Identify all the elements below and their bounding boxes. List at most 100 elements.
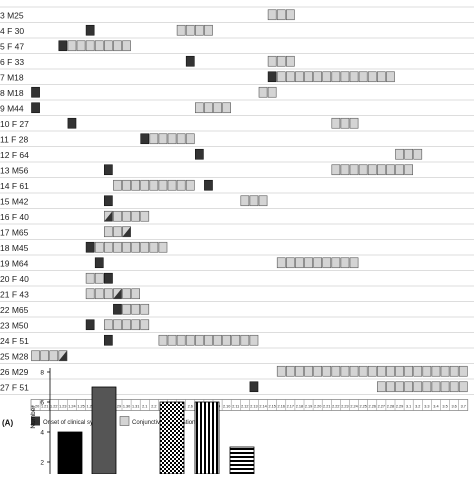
congestion-cell — [185, 179, 195, 191]
congestion-cell — [131, 319, 141, 331]
congestion-cell — [267, 86, 277, 98]
congestion-cell — [204, 24, 213, 36]
date-tick-label: 2.16 — [278, 405, 285, 409]
timeline-chart: 3 M25 4 F 30 5 F 47 6 F 33 7 M18 8 M18 9 M44 10… — [0, 6, 474, 411]
congestion-cell — [376, 381, 386, 393]
congestion-cell — [331, 117, 341, 129]
congestion-cell — [422, 365, 432, 377]
congestion-cell — [94, 288, 104, 300]
congestion-cell — [340, 365, 350, 377]
congestion-cell — [413, 148, 423, 160]
date-tick-label: 2.20 — [314, 405, 321, 409]
congestion-cell — [267, 55, 277, 67]
congestion-cell — [404, 148, 414, 160]
congestion-cell — [122, 179, 131, 191]
congestion-cell — [176, 334, 186, 346]
patient-label: 27 F 51 — [0, 382, 29, 392]
date-tick-label: 2.15 — [268, 405, 275, 409]
patient-label: 17 M65 — [0, 227, 29, 237]
date-tick-label: 3.1 — [406, 405, 411, 409]
congestion-cell — [94, 40, 104, 52]
date-tick-label: 1.22 — [50, 405, 57, 409]
congestion-cell — [131, 210, 141, 222]
patient-label: 18 M45 — [0, 243, 29, 253]
congestion-cell — [167, 179, 177, 191]
congestion-cell — [222, 334, 232, 346]
date-tick-label: 1.21 — [41, 405, 48, 409]
onset-mark — [113, 303, 122, 315]
congestion-cell — [367, 71, 377, 83]
congestion-cell — [285, 55, 295, 67]
congestion-cell — [176, 133, 186, 145]
patient-label: 12 F 64 — [0, 150, 29, 160]
date-tick-label: 2.21 — [323, 405, 330, 409]
congestion-cell — [149, 133, 159, 145]
date-tick-label: 1.23 — [59, 405, 66, 409]
congestion-cell — [31, 350, 40, 362]
onset-mark — [31, 102, 40, 114]
onset-mark — [67, 117, 77, 129]
congestion-cell — [376, 365, 386, 377]
onset-mark — [104, 211, 113, 222]
congestion-cell — [285, 365, 295, 377]
congestion-cell — [176, 179, 186, 191]
congestion-cell — [376, 164, 386, 176]
congestion-cell — [331, 257, 341, 269]
congestion-cell — [440, 381, 450, 393]
congestion-cell — [449, 381, 459, 393]
congestion-cell — [122, 210, 131, 222]
legend-onset-label: Onset of clinical symptoms — [43, 420, 114, 426]
date-tick-label: 2.19 — [305, 405, 312, 409]
congestion-cell — [85, 288, 95, 300]
congestion-cell — [140, 241, 150, 253]
congestion-cell — [204, 102, 213, 114]
onset-mark — [195, 148, 204, 160]
congestion-cell — [267, 9, 277, 21]
congestion-cell — [395, 365, 404, 377]
congestion-cell — [195, 334, 204, 346]
date-tick-label: 1.30 — [123, 405, 130, 409]
congestion-cell — [276, 71, 286, 83]
congestion-cell — [386, 164, 395, 176]
congestion-cell — [140, 179, 150, 191]
congestion-cell — [258, 86, 268, 98]
congestion-cell — [276, 365, 286, 377]
patient-label: 19 M64 — [0, 258, 29, 268]
date-tick-label: 3.5 — [442, 405, 447, 409]
date-tick-label: 2.11 — [232, 405, 239, 409]
congestion-cell — [122, 303, 131, 315]
panel-label-a: (A) — [2, 419, 13, 428]
congestion-cell — [131, 288, 141, 300]
congestion-cell — [295, 71, 304, 83]
patient-label: 24 F 51 — [0, 336, 29, 346]
congestion-cell — [231, 334, 241, 346]
congestion-cell — [213, 334, 222, 346]
congestion-cell — [331, 365, 341, 377]
date-tick-label: 2.1 — [142, 405, 147, 409]
congestion-cell — [276, 9, 286, 21]
congestion-cell — [131, 241, 141, 253]
congestion-cell — [422, 381, 432, 393]
date-tick-label: 2.28 — [387, 405, 394, 409]
congestion-cell — [440, 365, 450, 377]
congestion-cell — [149, 179, 159, 191]
congestion-cell — [240, 195, 250, 207]
patient-label: 9 M44 — [0, 103, 24, 113]
bar — [159, 401, 185, 475]
date-tick-label: 2.26 — [369, 405, 376, 409]
congestion-cell — [331, 164, 341, 176]
patient-label: 8 M18 — [0, 88, 24, 98]
onset-mark — [104, 334, 113, 346]
onset-mark — [140, 133, 150, 145]
congestion-cell — [449, 365, 459, 377]
onset-mark — [185, 55, 195, 67]
patient-label: 20 F 40 — [0, 274, 29, 284]
patient-label: 26 M29 — [0, 367, 29, 377]
onset-mark — [94, 257, 104, 269]
congestion-cell — [131, 303, 141, 315]
congestion-cell — [158, 179, 168, 191]
congestion-cell — [276, 257, 286, 269]
date-tick-label: 3.6 — [452, 405, 457, 409]
onset-mark — [85, 24, 95, 36]
congestion-cell — [249, 334, 259, 346]
